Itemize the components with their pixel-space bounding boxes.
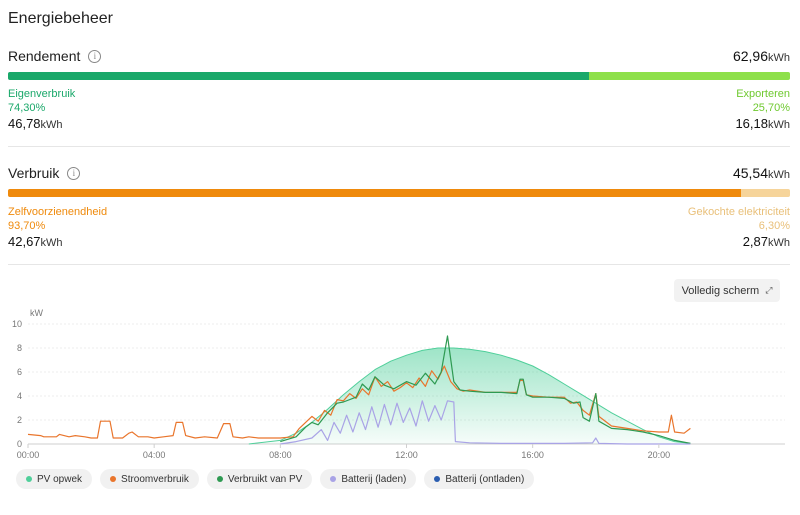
series-area-pv-opwek — [248, 348, 691, 444]
divider — [8, 264, 790, 265]
y-tick-label: 2 — [17, 415, 22, 425]
rendement-total: 62,96 — [732, 48, 768, 64]
verbruik-bar-zelfvoorzienendheid — [8, 189, 741, 197]
legend-item[interactable]: Batterij (ontladen) — [424, 469, 535, 489]
verbruik-header: Verbruik i 45,54kWh — [8, 165, 790, 181]
fullscreen-label: Volledig scherm — [681, 284, 760, 297]
y-tick-label: 10 — [12, 319, 22, 329]
exporteren-value: 16,18 — [735, 116, 768, 131]
gekocht-unit: kWh — [768, 237, 790, 249]
chart-legend: PV opwek Stroomverbruik Verbruikt van PV Ba… — [16, 469, 535, 489]
exporteren-pct: 25,70% — [752, 102, 790, 114]
zelfvoorzienendheid-label: Zelfvoorzienendheid — [8, 206, 108, 218]
x-tick-label: 08:00 — [269, 450, 292, 460]
x-tick-label: 00:00 — [17, 450, 40, 460]
divider — [8, 146, 790, 147]
rendement-header: Rendement i 62,96kWh — [8, 48, 790, 64]
exporteren-unit: kWh — [768, 119, 790, 131]
gekocht-pct: 6,30% — [758, 220, 790, 232]
series-line-batterij-laden — [280, 400, 691, 445]
gekocht-value: 2,87 — [742, 234, 768, 249]
verbruik-bar-gekocht — [740, 189, 790, 197]
info-icon[interactable]: i — [67, 166, 81, 180]
legend-item[interactable]: Batterij (laden) — [320, 469, 417, 489]
gekocht-block: Gekochte elektriciteit 6,30% 2,87kWh — [688, 205, 790, 252]
eigenverbruik-value: 46,78 — [8, 116, 41, 131]
zelfvoorzienendheid-value: 42,67 — [8, 234, 41, 249]
legend-label: Stroomverbruik — [121, 473, 189, 485]
legend-label: Batterij (ontladen) — [445, 473, 525, 485]
x-tick-label: 04:00 — [143, 450, 166, 460]
x-tick-label: 12:00 — [395, 450, 418, 460]
expand-icon: ⤢ — [765, 285, 773, 295]
exporteren-label: Exporteren — [736, 88, 790, 100]
legend-dot-icon — [26, 476, 32, 482]
rendement-bar-exporteren — [589, 72, 790, 80]
gekocht-label: Gekochte elektriciteit — [687, 206, 790, 218]
zelfvoorzienendheid-block: Zelfvoorzienendheid 93,70% 42,67kWh — [8, 205, 107, 252]
info-icon[interactable]: i — [88, 49, 102, 63]
legend-item[interactable]: PV opwek — [16, 469, 93, 489]
rendement-label: Rendement — [8, 48, 81, 64]
legend-item[interactable]: Verbruikt van PV — [206, 469, 313, 489]
energy-chart: kW 0 2 4 6 8 10 00:00 04:00 08:00 12:00 16:00 20:00 — [12, 308, 785, 460]
series-line-stroomverbruik — [27, 365, 691, 439]
legend-item[interactable]: Stroomverbruik — [100, 469, 199, 489]
verbruik-total: 45,54 — [732, 165, 768, 181]
rendement-bar-eigenverbruik — [8, 72, 590, 80]
zelfvoorzienendheid-pct: 93,70% — [8, 220, 46, 232]
eigenverbruik-block: Eigenverbruik 74,30% 46,78kWh — [8, 87, 75, 134]
rendement-total-unit: kWh — [768, 52, 790, 64]
y-tick-label: 6 — [17, 367, 22, 377]
x-tick-label: 16:00 — [521, 450, 544, 460]
exporteren-block: Exporteren 25,70% 16,18kWh — [735, 87, 790, 134]
legend-dot-icon — [216, 476, 223, 482]
y-tick-label: 8 — [17, 343, 22, 353]
verbruik-total-unit: kWh — [768, 169, 790, 181]
eigenverbruik-unit: kWh — [40, 119, 63, 131]
zelfvoorzienendheid-unit: kWh — [40, 237, 63, 249]
legend-label: Verbruikt van PV — [227, 473, 303, 485]
y-tick-label: 4 — [17, 391, 22, 401]
verbruik-bar — [8, 189, 790, 197]
legend-dot-icon — [330, 476, 337, 482]
series-line-verbruikt-van-pv — [280, 335, 691, 444]
eigenverbruik-pct: 74,30% — [8, 102, 46, 114]
fullscreen-button[interactable]: Volledig scherm ⤢ — [674, 279, 780, 302]
eigenverbruik-label: Eigenverbruik — [8, 88, 76, 100]
y-axis-label: kW — [30, 308, 44, 318]
y-tick-label: 0 — [17, 439, 22, 449]
x-tick-label: 20:00 — [648, 450, 671, 460]
legend-label: Batterij (laden) — [341, 473, 407, 485]
rendement-bar — [8, 72, 790, 80]
verbruik-label: Verbruik — [8, 165, 60, 181]
legend-dot-icon — [110, 476, 117, 482]
legend-dot-icon — [434, 476, 441, 482]
legend-label: PV opwek — [37, 473, 83, 485]
page-title: Energiebeheer — [8, 10, 113, 27]
